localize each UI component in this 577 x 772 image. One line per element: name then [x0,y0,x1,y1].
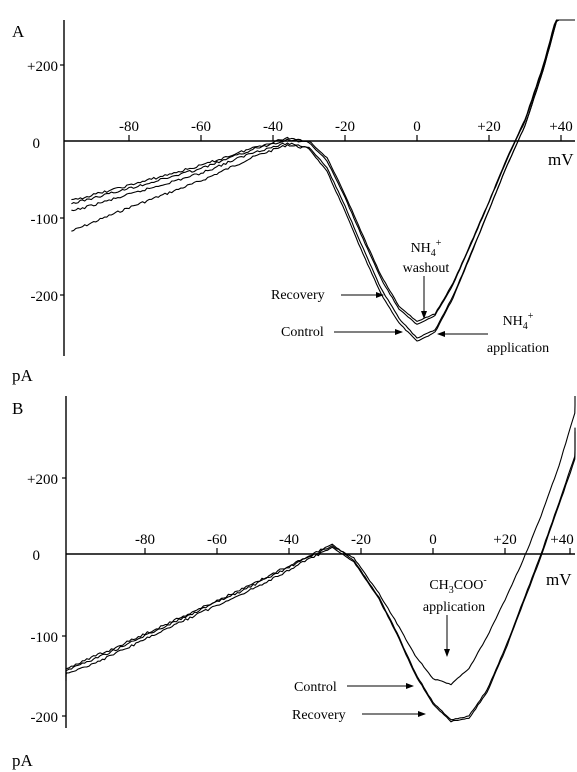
y-tick-label: 0 [33,136,41,152]
annotation-application-line1: NH4+ [503,311,534,332]
x-tick-label: +20 [493,532,516,548]
x-tick-label: +40 [549,119,572,135]
panel-b-label: B [12,399,23,418]
panel-a-x-ticks [128,135,562,141]
x-tick-label: +20 [477,119,500,135]
series-line-recovery [65,431,576,723]
x-tick-label: -40 [263,119,283,135]
panel-a-y-unit: pA [12,366,34,385]
panel-a-y-tick-labels: +200 0 -100 -200 [27,59,58,305]
panel-b-x-tick-labels: -80 -60 -40 -20 0 +20 +40 [135,532,574,548]
y-tick-label: +200 [27,59,58,75]
panel-b-y-tick-labels: +200 0 -100 -200 [27,472,58,726]
panel-b-curves [65,396,576,723]
x-tick-label: +40 [550,532,573,548]
annotation-recovery: Recovery [271,288,325,303]
series-line-nh4-washout [71,19,575,325]
annotation-ch3coo-line1: CH3COO- [429,575,486,596]
x-tick-label: -40 [279,532,299,548]
x-tick-label: -80 [119,119,139,135]
y-tick-label: -100 [31,212,59,228]
series-line-recovery [71,19,575,323]
x-tick-label: -60 [191,119,211,135]
panel-b: B +200 0 -100 -200 -80 -60 -40 -20 [12,396,576,770]
x-tick-label: -60 [207,532,227,548]
annotation-ch3coo-line2: application [423,600,485,615]
x-tick-label: -80 [135,532,155,548]
panel-a-annotations: Recovery Control NH4+ washout NH4+ appli… [271,238,549,356]
series-line-nh4-application [71,19,575,339]
annotation-application-line2: application [487,341,549,356]
x-tick-label: -20 [351,532,371,548]
panel-b-x-unit: mV [546,570,572,589]
series-line-control [65,396,576,686]
x-tick-label: -20 [335,119,355,135]
panel-a-curves [71,19,575,342]
y-tick-label: 0 [33,548,41,564]
panel-a-label: A [12,22,25,41]
annotation-washout-line2: washout [403,261,450,276]
annotation-b-recovery: Recovery [292,708,346,723]
annotation-control: Control [281,325,324,340]
y-tick-label: -200 [31,289,59,305]
panel-b-y-unit: pA [12,751,34,770]
panel-a-x-tick-labels: -80 -60 -40 -20 0 +20 +40 [119,119,573,135]
annotation-washout-line1: NH4+ [411,238,442,259]
panel-b-x-ticks [144,548,571,554]
annotation-b-control: Control [294,680,337,695]
x-tick-label: 0 [413,119,421,135]
x-tick-label: 0 [429,532,437,548]
panel-b-y-ticks [62,477,66,717]
y-tick-label: -200 [31,710,59,726]
panel-b-annotations: CH3COO- application Control Recovery [292,575,487,723]
panel-a-x-unit: mV [548,150,574,169]
panel-a: A +200 0 -100 -200 -80 -60 -40 -20 [12,19,575,385]
y-tick-label: -100 [31,630,59,646]
panel-a-y-ticks [60,64,64,296]
series-line-ch3coo-application [65,427,576,721]
y-tick-label: +200 [27,472,58,488]
